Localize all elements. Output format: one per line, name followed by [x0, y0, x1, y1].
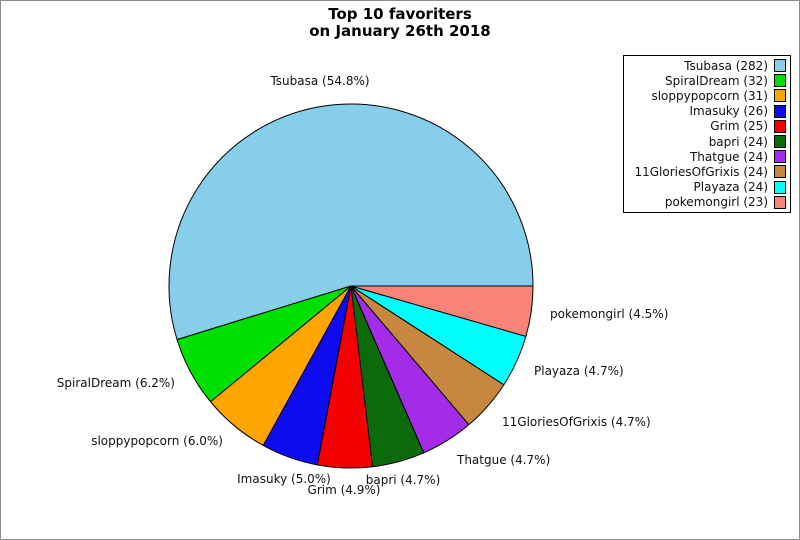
legend-label: Grim (25): [710, 119, 768, 134]
slice-label-bapri: bapri (4.7%): [365, 473, 441, 487]
slice-label-Tsubasa: Tsubasa (54.8%): [270, 74, 370, 88]
legend-label: Playaza (24): [693, 180, 768, 195]
legend-swatch: [774, 165, 786, 179]
legend-row-Grim: Grim (25): [624, 119, 790, 134]
chart-title-line2: on January 26th 2018: [309, 22, 491, 40]
legend-row-sloppypopcorn: sloppypopcorn (31): [624, 88, 790, 103]
legend-row-bapri: bapri (24): [624, 134, 790, 149]
chart-title-line1: Top 10 favoriters: [328, 5, 472, 23]
legend-row-Imasuky: Imasuky (26): [624, 104, 790, 119]
slice-label-Playaza: Playaza (4.7%): [534, 364, 624, 378]
legend-swatch: [774, 195, 786, 209]
legend-label: SpiralDream (32): [665, 73, 768, 88]
pie-slice-pokemongirl: [350, 285, 534, 337]
slice-label-SpiralDream: SpiralDream (6.2%): [56, 376, 175, 390]
legend-row-Tsubasa: Tsubasa (282): [624, 58, 790, 73]
legend-label: Tsubasa (282): [684, 58, 768, 73]
slice-label-Imasuky: Imasuky (5.0%): [237, 472, 331, 486]
legend-row-11GloriesOfGrixis: 11GloriesOfGrixis (24): [624, 164, 790, 179]
legend-row-Playaza: Playaza (24): [624, 180, 790, 195]
legend-swatch: [774, 74, 786, 88]
legend-label: sloppypopcorn (31): [651, 88, 768, 103]
legend-label: Thatgue (24): [689, 149, 768, 164]
legend-swatch: [774, 59, 786, 73]
legend: Tsubasa (282) SpiralDream (32) sloppypopco…: [623, 55, 791, 213]
legend-label: 11GloriesOfGrixis (24): [634, 164, 768, 179]
legend-row-Thatgue: Thatgue (24): [624, 149, 790, 164]
legend-swatch: [774, 180, 786, 194]
slice-label-Thatgue: Thatgue (4.7%): [457, 453, 551, 467]
legend-row-SpiralDream: SpiralDream (32): [624, 73, 790, 88]
slice-label-pokemongirl: pokemongirl (4.5%): [550, 307, 669, 321]
slice-label-11GloriesOfGrixis: 11GloriesOfGrixis (4.7%): [502, 415, 651, 429]
legend-row-pokemongirl: pokemongirl (23): [624, 195, 790, 210]
legend-label: pokemongirl (23): [664, 195, 768, 210]
legend-swatch: [774, 104, 786, 118]
legend-swatch: [774, 135, 786, 149]
slice-label-Grim: Grim (4.9%): [307, 483, 381, 497]
legend-label: Imasuky (26): [689, 104, 768, 119]
legend-swatch: [774, 119, 786, 133]
slice-label-sloppypopcorn: sloppypopcorn (6.0%): [91, 434, 223, 448]
chart-title: Top 10 favoriters on January 26th 2018: [1, 6, 799, 40]
legend-label: bapri (24): [708, 134, 768, 149]
legend-swatch: [774, 150, 786, 164]
pie-slice-Tsubasa: [168, 103, 534, 341]
legend-swatch: [774, 89, 786, 103]
